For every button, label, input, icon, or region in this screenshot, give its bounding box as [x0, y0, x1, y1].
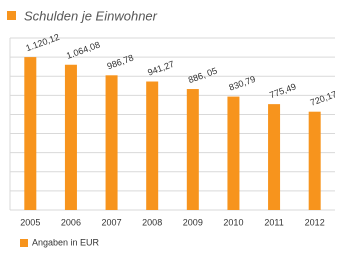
x-tick-label: 2008 [142, 217, 162, 227]
bar [146, 81, 159, 210]
x-tick-label: 2007 [102, 217, 122, 227]
x-tick-label: 2012 [305, 217, 325, 227]
data-label: 886, 05 [187, 65, 219, 85]
bar [268, 104, 281, 210]
bar [24, 57, 37, 211]
x-tick-label: 2005 [20, 217, 40, 227]
bar [227, 96, 240, 210]
data-label: 720,17 [309, 89, 338, 108]
title-icon [7, 11, 16, 20]
data-label: 986,78 [106, 53, 135, 72]
bar [64, 64, 77, 211]
data-label: 1.120,12 [24, 32, 60, 53]
x-tick-label: 2006 [61, 217, 81, 227]
x-tick-label: 2011 [264, 217, 283, 227]
legend-swatch [20, 239, 28, 247]
bar [308, 111, 321, 210]
legend-label: Angaben in EUR [32, 237, 100, 247]
data-label: 1.064,08 [65, 39, 101, 60]
data-label: 775,49 [268, 81, 297, 100]
bar [186, 89, 199, 210]
x-tick-label: 2010 [223, 217, 243, 227]
x-tick-label: 2009 [183, 217, 203, 227]
chart-title: Schulden je Einwohner [24, 8, 158, 23]
bar [105, 75, 118, 211]
data-label: 941,27 [146, 59, 175, 78]
